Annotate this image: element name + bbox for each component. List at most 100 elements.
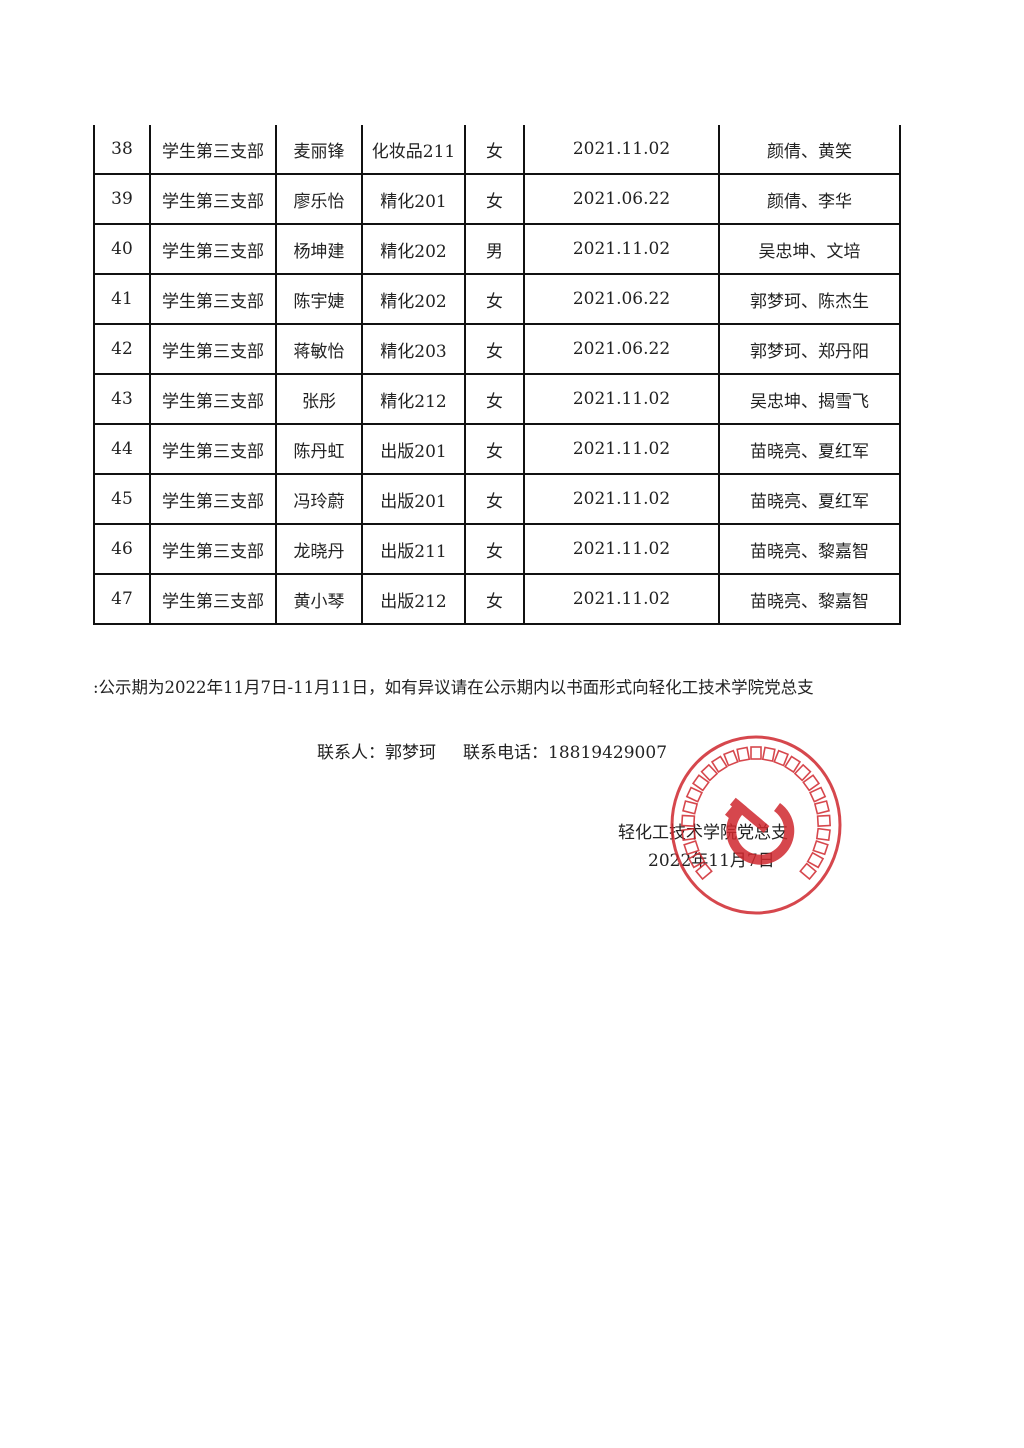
cell-sponsors: 郭梦珂、郑丹阳	[718, 323, 901, 375]
cell-sponsors: 苗晓亮、夏红军	[718, 473, 901, 525]
cell-class: 精化203	[361, 323, 466, 375]
table-row: 47 学生第三支部 黄小琴 出版212 女 2021.11.02 苗晓亮、黎嘉智	[93, 573, 901, 625]
cell-branch: 学生第三支部	[149, 125, 277, 175]
contact-line: 联系人：郭梦珂 联系电话：18819429007	[317, 738, 667, 763]
table-row: 43 学生第三支部 张彤 精化212 女 2021.11.02 吴忠坤、揭雪飞	[93, 373, 901, 425]
contact-phone: 18819429007	[548, 743, 668, 763]
cell-date: 2021.11.02	[523, 523, 720, 575]
cell-no: 45	[93, 473, 151, 525]
cell-sponsors: 郭梦珂、陈杰生	[718, 273, 901, 325]
cell-sponsors: 吴忠坤、文培	[718, 223, 901, 275]
seal-glyph-mark	[681, 827, 697, 842]
cell-branch: 学生第三支部	[149, 173, 277, 225]
cell-gender: 女	[464, 523, 525, 575]
contact-person: 郭梦珂	[385, 743, 436, 763]
contact-person-label: 联系人：	[317, 743, 385, 763]
seal-ring	[670, 735, 842, 915]
cell-name: 陈丹虹	[275, 423, 363, 475]
hammer-sickle-icon	[724, 797, 795, 865]
cell-date: 2021.06.22	[523, 173, 720, 225]
cell-class: 出版212	[361, 573, 466, 625]
seal-lettering-marks	[680, 746, 832, 881]
cell-sponsors: 颜倩、李华	[718, 173, 901, 225]
seal-glyph-mark	[783, 755, 802, 774]
seal-glyph-mark	[806, 851, 825, 869]
table-row: 46 学生第三支部 龙晓丹 出版211 女 2021.11.02 苗晓亮、黎嘉智	[93, 523, 901, 575]
cell-date: 2021.11.02	[523, 573, 720, 625]
contact-phone-label: 联系电话：	[463, 743, 549, 763]
cell-no: 41	[93, 273, 151, 325]
cell-name: 廖乐怡	[275, 173, 363, 225]
official-seal-stamp	[670, 735, 842, 915]
cell-gender: 男	[464, 223, 525, 275]
seal-glyph-mark	[736, 746, 751, 763]
cell-no: 46	[93, 523, 151, 575]
cell-branch: 学生第三支部	[149, 573, 277, 625]
seal-glyph-mark	[761, 746, 776, 763]
seal-glyph-mark	[691, 774, 710, 792]
cell-class: 出版201	[361, 473, 466, 525]
table-row: 41 学生第三支部 陈宇婕 精化202 女 2021.06.22 郭梦珂、陈杰生	[93, 273, 901, 325]
cell-class: 出版201	[361, 423, 466, 475]
cell-date: 2021.11.02	[523, 125, 720, 175]
cell-name: 杨坤建	[275, 223, 363, 275]
cell-date: 2021.11.02	[523, 423, 720, 475]
seal-glyph-mark	[816, 814, 832, 827]
seal-glyph-mark	[685, 786, 703, 803]
cell-no: 38	[93, 125, 151, 175]
seal-glyph-mark	[683, 840, 700, 856]
cell-name: 黄小琴	[275, 573, 363, 625]
cell-no: 44	[93, 423, 151, 475]
cell-branch: 学生第三支部	[149, 423, 277, 475]
cell-sponsors: 苗晓亮、夏红军	[718, 423, 901, 475]
table-row: 42 学生第三支部 蒋敏怡 精化203 女 2021.06.22 郭梦珂、郑丹阳	[93, 323, 901, 375]
cell-name: 龙晓丹	[275, 523, 363, 575]
table-row: 45 学生第三支部 冯玲蔚 出版201 女 2021.11.02 苗晓亮、夏红军	[93, 473, 901, 525]
cell-sponsors: 颜倩、黄笑	[718, 125, 901, 175]
seal-glyph-mark	[773, 749, 790, 767]
cell-gender: 女	[464, 173, 525, 225]
cell-name: 张彤	[275, 373, 363, 425]
cell-branch: 学生第三支部	[149, 223, 277, 275]
cell-gender: 女	[464, 273, 525, 325]
seal-glyph-mark	[710, 755, 729, 774]
seal-glyph-mark	[694, 862, 713, 881]
table-row: 40 学生第三支部 杨坤建 精化202 男 2021.11.02 吴忠坤、文培	[93, 223, 901, 275]
cell-name: 陈宇婕	[275, 273, 363, 325]
cell-name: 蒋敏怡	[275, 323, 363, 375]
seal-glyph-mark	[812, 840, 829, 856]
cell-date: 2021.11.02	[523, 473, 720, 525]
notice-text: :公示期为2022年11月7日-11月11日，如有异议请在公示期内以书面形式向轻…	[93, 678, 814, 697]
cell-branch: 学生第三支部	[149, 373, 277, 425]
seal-glyph-mark	[799, 862, 818, 881]
cell-class: 精化202	[361, 273, 466, 325]
cell-name: 冯玲蔚	[275, 473, 363, 525]
seal-glyph-mark	[722, 749, 739, 767]
seal-glyph-mark	[687, 851, 706, 869]
cell-no: 39	[93, 173, 151, 225]
cell-no: 40	[93, 223, 151, 275]
cell-sponsors: 苗晓亮、黎嘉智	[718, 573, 901, 625]
seal-glyph-mark	[700, 763, 719, 782]
cell-class: 精化212	[361, 373, 466, 425]
cell-date: 2021.06.22	[523, 273, 720, 325]
cell-gender: 女	[464, 323, 525, 375]
table-row: 44 学生第三支部 陈丹虹 出版201 女 2021.11.02 苗晓亮、夏红军	[93, 423, 901, 475]
seal-glyph-mark	[815, 827, 831, 842]
cell-class: 精化202	[361, 223, 466, 275]
cell-class: 精化201	[361, 173, 466, 225]
member-table: 38 学生第三支部 麦丽锋 化妆品211 女 2021.11.02 颜倩、黄笑 39 学生第三支…	[93, 125, 901, 625]
cell-sponsors: 苗晓亮、黎嘉智	[718, 523, 901, 575]
cell-date: 2021.11.02	[523, 223, 720, 275]
cell-branch: 学生第三支部	[149, 273, 277, 325]
cell-class: 出版211	[361, 523, 466, 575]
table-row: 38 学生第三支部 麦丽锋 化妆品211 女 2021.11.02 颜倩、黄笑	[93, 125, 901, 175]
cell-branch: 学生第三支部	[149, 473, 277, 525]
seal-glyph-mark	[802, 774, 821, 792]
seal-glyph-mark	[793, 763, 812, 782]
seal-glyph-mark	[682, 800, 699, 815]
cell-gender: 女	[464, 373, 525, 425]
cell-gender: 女	[464, 423, 525, 475]
cell-date: 2021.06.22	[523, 323, 720, 375]
seal-glyph-mark	[813, 800, 830, 815]
